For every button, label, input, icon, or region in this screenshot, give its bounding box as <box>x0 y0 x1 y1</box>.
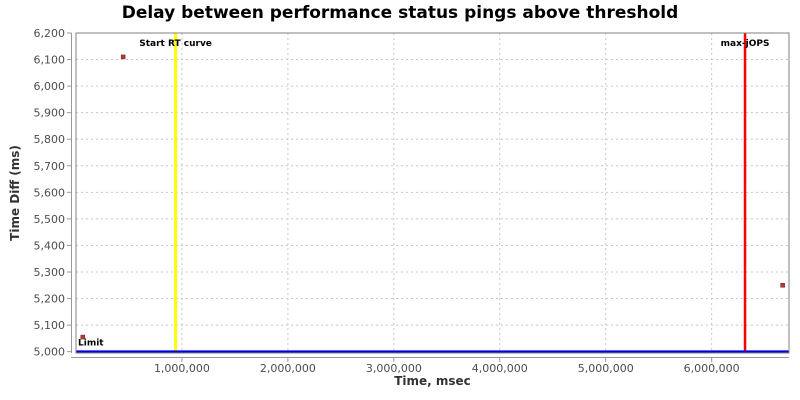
y-tick-label: 5,500 <box>34 213 66 226</box>
data-point <box>80 334 86 340</box>
x-tick-label: 5,000,000 <box>578 362 634 375</box>
y-tick-label: 6,200 <box>34 27 66 40</box>
y-tick-label: 5,000 <box>34 346 66 359</box>
x-tick-label: 6,000,000 <box>684 362 740 375</box>
x-tick-label: 4,000,000 <box>472 362 528 375</box>
marker-label-max-jops: max-jOPS <box>721 39 770 49</box>
marker-label-limit: Limit <box>78 339 104 349</box>
y-tick-label: 5,200 <box>34 293 66 306</box>
plot-area <box>76 33 789 353</box>
x-tick-label: 1,000,000 <box>154 362 210 375</box>
y-tick-label: 5,700 <box>34 160 66 173</box>
y-tick-label: 5,400 <box>34 239 66 252</box>
x-tick-label: 2,000,000 <box>260 362 316 375</box>
y-tick-label: 5,100 <box>34 319 66 332</box>
x-tick-label: 3,000,000 <box>366 362 422 375</box>
marker-label-start-rt-curve: Start RT curve <box>139 39 212 49</box>
y-tick-label: 5,900 <box>34 107 66 120</box>
y-tick-label: 5,800 <box>34 133 66 146</box>
plot-border <box>75 32 790 354</box>
x-axis-title: Time, msec <box>394 374 471 388</box>
y-tick-label: 6,000 <box>34 80 66 93</box>
y-tick-label: 6,100 <box>34 54 66 67</box>
data-point <box>120 54 126 60</box>
data-point <box>780 283 785 288</box>
chart-title: Delay between performance status pings a… <box>121 3 679 23</box>
y-tick-label: 5,300 <box>34 266 66 279</box>
y-tick-label: 5,600 <box>34 186 66 199</box>
